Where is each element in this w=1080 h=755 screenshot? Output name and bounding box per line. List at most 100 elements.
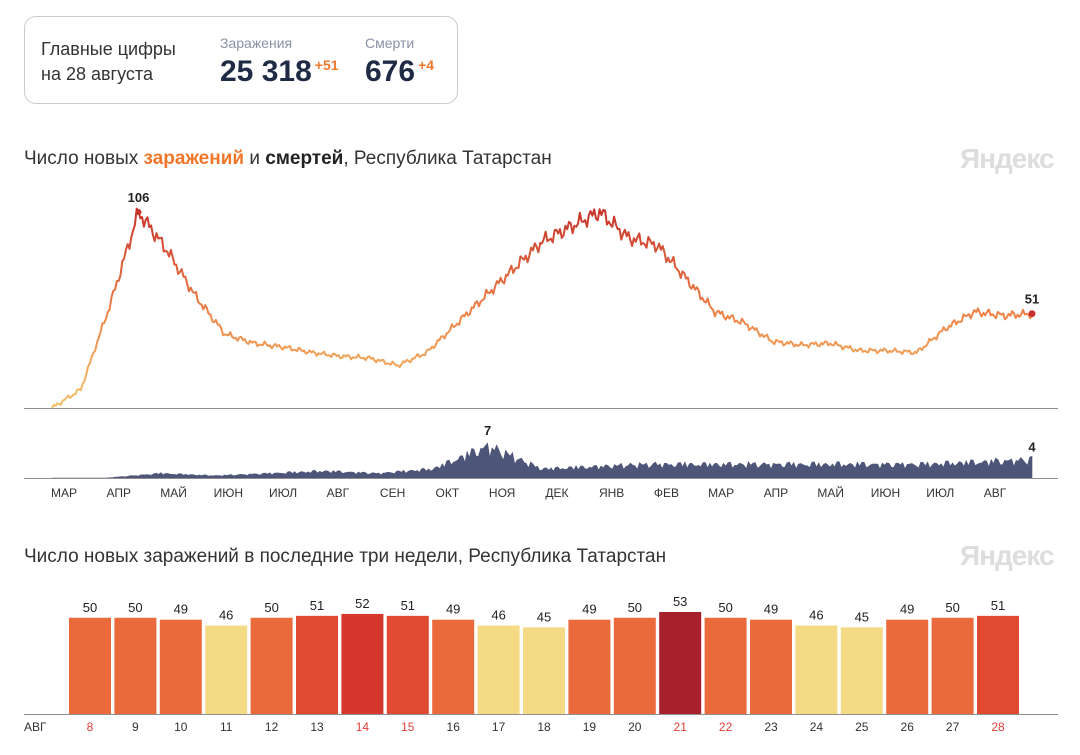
bar-category-label: 10 <box>174 720 188 734</box>
bar-category-label: 16 <box>447 720 461 734</box>
bar-category-label: 15 <box>401 720 415 734</box>
x-tick-label: НОЯ <box>489 486 515 500</box>
deaths-last-label: 4 <box>1028 439 1036 454</box>
bar-value-label: 50 <box>128 600 142 615</box>
bar-value-label: 49 <box>900 602 914 617</box>
bar-category-label: 8 <box>87 720 94 734</box>
bar <box>568 619 611 714</box>
chart2-title: Число новых заражений в последние три не… <box>24 546 667 567</box>
bar <box>205 625 248 714</box>
bar-value-label: 52 <box>355 596 369 611</box>
bar <box>750 619 792 714</box>
x-tick-label: ИЮЛ <box>269 486 297 500</box>
x-tick-label: АПР <box>107 486 132 500</box>
yandex-logo-2: Яндекс <box>960 540 1055 571</box>
infections-last-label: 51 <box>1025 292 1039 307</box>
chart1-title-part1: Число новых <box>24 148 144 169</box>
bar <box>432 619 475 714</box>
infections-label: Заражения <box>220 35 293 51</box>
summary-title: Главные цифры на 28 августа <box>41 37 176 87</box>
x-tick-label: АВГ <box>327 486 350 500</box>
bar-value-label: 51 <box>401 598 415 613</box>
chart1-title-part3: , Республика Татарстан <box>343 148 552 169</box>
bar <box>296 615 338 714</box>
bar-category-label: 12 <box>265 720 279 734</box>
x-tick-label: АВГ <box>984 486 1007 500</box>
bar-category-label: 18 <box>537 720 551 734</box>
bar-category-label: 23 <box>764 720 778 734</box>
bar-category-label: 26 <box>901 720 915 734</box>
bar-value-label: 51 <box>310 598 324 613</box>
bar <box>250 617 293 714</box>
bar-value-label: 46 <box>809 607 823 622</box>
chart1-title-deaths: смертей <box>265 148 344 169</box>
bar-value-label: 45 <box>855 609 869 624</box>
deaths-area-chart: 7 4 МАР АПР МАЙ ИЮН ИЮЛ АВГ СЕН ОКТ НОЯ ДЕК ЯНВ ФЕВ МА… <box>24 423 1058 500</box>
x-tick-label: АПР <box>764 486 789 500</box>
bar-category-label: 17 <box>492 720 506 734</box>
x-tick-label: СЕН <box>380 486 405 500</box>
bar <box>886 619 929 714</box>
bar-value-label: 49 <box>174 602 188 617</box>
bar <box>341 613 384 714</box>
bar <box>523 627 565 714</box>
deaths-area <box>52 442 1033 479</box>
bar-value-label: 49 <box>446 602 460 617</box>
bar-value-label: 51 <box>991 598 1005 613</box>
bar <box>159 619 202 714</box>
bar-value-label: 49 <box>582 602 596 617</box>
infections-line-chart: 106 51 <box>24 190 1058 409</box>
x-tick-label: МАЙ <box>817 485 844 500</box>
bar-value-label: 49 <box>764 602 778 617</box>
bar-value-label: 50 <box>83 600 97 615</box>
infections-peak-label: 106 <box>128 190 150 205</box>
deaths-label: Смерти <box>365 35 415 51</box>
bar-value-label: 53 <box>673 594 687 609</box>
bar <box>704 617 747 714</box>
infections-value: 25 318 <box>220 55 312 88</box>
bar-value-label: 50 <box>718 600 732 615</box>
bar-category-label: 13 <box>310 720 324 734</box>
bar <box>840 627 883 714</box>
bar-category-label: 20 <box>628 720 642 734</box>
chart1-title: Число новых заражений и смертей, Республ… <box>24 148 552 170</box>
bar-category-label: 25 <box>855 720 869 734</box>
x-tick-label: МАЙ <box>160 485 187 500</box>
bar-month-label: АВГ <box>24 720 47 734</box>
infections-line <box>51 207 1033 409</box>
chart1-title-part2: и <box>244 148 266 169</box>
x-tick-label: ДЕК <box>545 486 568 500</box>
bar-category-label: 28 <box>991 720 1005 734</box>
bar <box>613 617 656 714</box>
yandex-logo: Яндекс <box>960 143 1055 174</box>
x-tick-label: МАР <box>51 486 77 500</box>
deaths-value: 676 <box>365 55 416 88</box>
bar-value-label: 46 <box>491 607 505 622</box>
deaths-delta: +4 <box>418 57 435 73</box>
summary-card: Главные цифры на 28 августа Заражения 25… <box>24 16 458 104</box>
bar <box>795 625 838 714</box>
x-tick-label: ОКТ <box>436 486 460 500</box>
three-week-bar-chart: АВГ 50 8 50 9 49 10 46 11 50 12 51 13 52 14 51 15 49 16 46 1… <box>24 594 1058 734</box>
bar-category-label: 19 <box>583 720 597 734</box>
bar-value-label: 45 <box>537 609 551 624</box>
infections-peak-point <box>135 209 142 215</box>
bar <box>977 615 1019 714</box>
x-tick-label: ФЕВ <box>654 486 679 500</box>
summary-title-line1: Главные цифры <box>41 39 176 59</box>
bar <box>477 625 520 714</box>
bar-value-label: 50 <box>628 600 642 615</box>
bar <box>931 617 974 714</box>
x-tick-label: ЯНВ <box>599 486 624 500</box>
chart1-title-infections: заражений <box>143 148 245 169</box>
x-tick-label: ИЮН <box>214 486 243 500</box>
bar-category-label: 22 <box>719 720 733 734</box>
bar <box>69 617 111 714</box>
bar <box>659 612 702 714</box>
bar-category-label: 14 <box>356 720 370 734</box>
bar-value-label: 50 <box>945 600 959 615</box>
x-tick-label: ИЮН <box>871 486 900 500</box>
deaths-peak-label: 7 <box>484 423 491 438</box>
bar-category-label: 21 <box>674 720 688 734</box>
